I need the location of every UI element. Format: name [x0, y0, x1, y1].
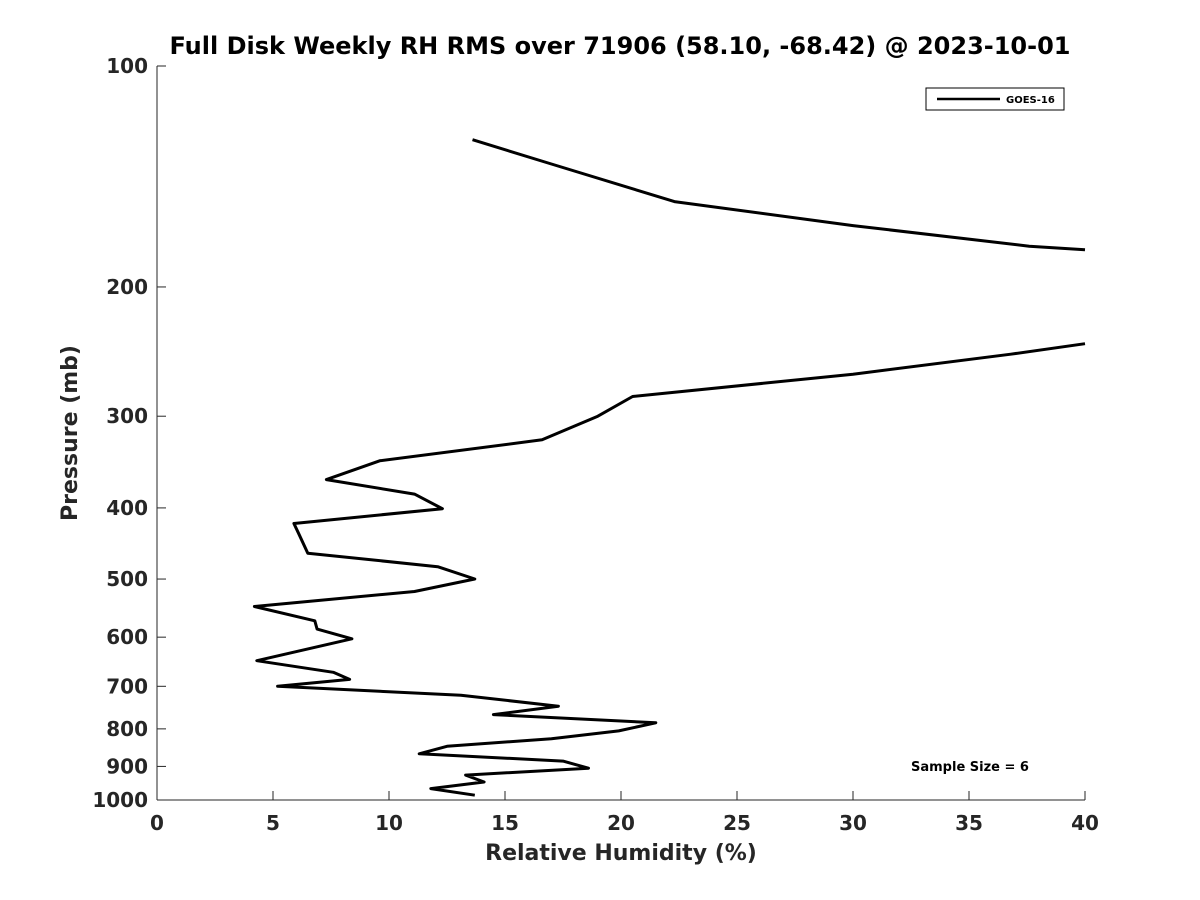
- x-tick-label: 20: [607, 811, 635, 835]
- x-tick-label: 15: [491, 811, 519, 835]
- x-tick-label: 40: [1071, 811, 1099, 835]
- y-tick-label: 600: [106, 625, 148, 649]
- x-axis-label: Relative Humidity (%): [485, 841, 757, 866]
- x-tick-label: 5: [266, 811, 280, 835]
- chart-title: Full Disk Weekly RH RMS over 71906 (58.1…: [169, 32, 1070, 60]
- x-tick-label: 35: [955, 811, 983, 835]
- y-tick-label: 800: [106, 717, 148, 741]
- y-axis-ticks: 100 200 300 400 500 600 700 800 900 1000: [92, 54, 166, 812]
- y-tick-label: 500: [106, 567, 148, 591]
- y-tick-label: 200: [106, 275, 148, 299]
- x-tick-label: 30: [839, 811, 867, 835]
- y-axis-label: Pressure (mb): [58, 345, 83, 521]
- x-tick-label: 0: [150, 811, 164, 835]
- y-tick-label: 100: [106, 54, 148, 78]
- y-tick-label: 300: [106, 404, 148, 428]
- x-tick-label: 25: [723, 811, 751, 835]
- series-line-goes-16-segment-2: [252, 342, 1086, 797]
- legend-label-goes-16: GOES-16: [1006, 95, 1055, 106]
- series-lines: [252, 138, 1086, 797]
- x-axis-ticks: 0 5 10 15 20 25 30 35 40: [150, 791, 1099, 835]
- legend: GOES-16: [925, 87, 1065, 111]
- y-tick-label: 700: [106, 674, 148, 698]
- series-line-goes-16-segment-1: [472, 138, 1086, 252]
- sample-size-annotation: Sample Size = 6: [911, 760, 1029, 775]
- y-tick-label: 1000: [92, 788, 148, 812]
- y-tick-label: 900: [106, 754, 148, 778]
- y-tick-label: 400: [106, 496, 148, 520]
- x-tick-label: 10: [375, 811, 403, 835]
